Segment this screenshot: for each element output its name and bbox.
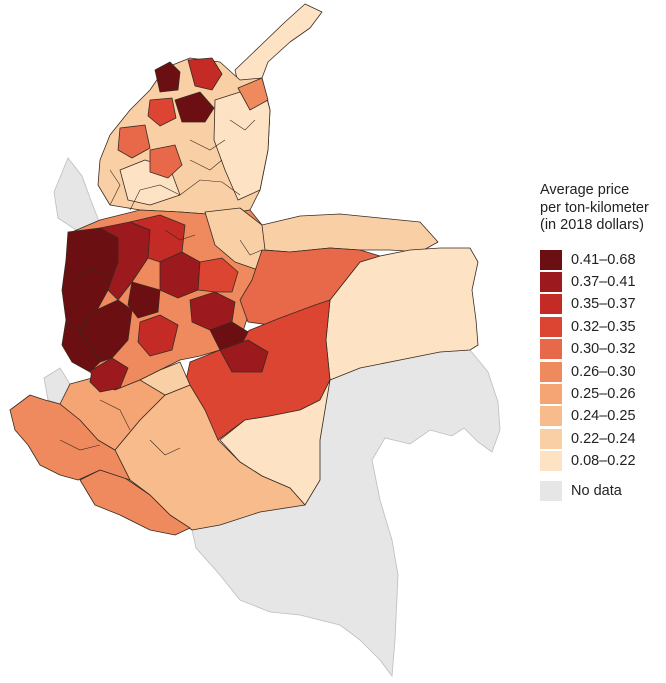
legend-label-1: 0.37–0.41	[571, 274, 636, 291]
region-cesar	[237, 77, 269, 111]
legend-swatch-1	[540, 272, 562, 293]
legend-swatch-9	[540, 451, 562, 472]
legend-label-8: 0.22–0.24	[571, 430, 636, 447]
region-huila	[139, 361, 191, 396]
legend-label-no-data: No data	[571, 483, 622, 500]
legend-item-2: 0.35–0.37	[540, 293, 666, 315]
region-meta-piedmont	[219, 339, 269, 373]
legend-title: Average price per ton-kilometer (in 2018…	[540, 182, 666, 235]
region-antioquia-north	[149, 144, 183, 179]
region-sucre	[147, 97, 177, 127]
legend-item-3: 0.32–0.35	[540, 316, 666, 338]
region-atlantico	[154, 61, 181, 93]
north-dark-regions	[117, 57, 269, 179]
legend-label-6: 0.25–0.26	[571, 386, 636, 403]
legend-title-line-1: Average price	[540, 182, 630, 198]
legend-item-8: 0.22–0.24	[540, 428, 666, 450]
region-antioquia-east	[159, 251, 201, 299]
legend-label-3: 0.32–0.35	[571, 318, 636, 335]
legend-label-7: 0.24–0.25	[571, 408, 636, 425]
legend-label-2: 0.35–0.37	[571, 296, 636, 313]
legend-item-4: 0.30–0.32	[540, 338, 666, 360]
high-price-regions	[61, 214, 269, 393]
region-caldas	[127, 281, 161, 319]
legend-label-5: 0.26–0.30	[571, 363, 636, 380]
region-arauca	[261, 213, 439, 253]
legend-item-7: 0.24–0.25	[540, 405, 666, 427]
no-data-regions	[43, 157, 501, 678]
region-tolima	[137, 314, 179, 357]
legend-class-list: 0.41–0.68 0.37–0.41 0.35–0.37 0.32–0.35 0.30…	[540, 249, 666, 473]
legend-swatch-0	[540, 249, 562, 270]
legend-item-no-data: No data	[540, 481, 666, 502]
region-magdalena-red	[187, 57, 223, 91]
region-bolivar-dark	[174, 91, 215, 123]
legend-swatch-7	[540, 406, 562, 427]
legend-swatch-4	[540, 339, 562, 360]
legend-swatch-6	[540, 384, 562, 405]
legend-title-line-3: (in 2018 dollars)	[540, 217, 644, 233]
legend-swatch-3	[540, 316, 562, 337]
region-guajira	[234, 3, 323, 93]
legend-swatch-2	[540, 294, 562, 315]
region-narino	[9, 394, 131, 481]
legend-title-line-2: per ton-kilometer	[540, 199, 649, 216]
legend-label-4: 0.30–0.32	[571, 341, 636, 358]
legend-swatch-8	[540, 428, 562, 449]
legend-item-1: 0.37–0.41	[540, 271, 666, 293]
internal-boundaries	[59, 119, 263, 456]
region-nodata-northwest	[53, 157, 101, 231]
region-bolivar-south	[117, 124, 151, 159]
legend-item-6: 0.25–0.26	[540, 383, 666, 405]
legend-item-0: 0.41–0.68	[540, 249, 666, 271]
legend-item-9: 0.08–0.22	[540, 450, 666, 472]
region-boyaca-1	[197, 257, 239, 293]
map-legend: Average price per ton-kilometer (in 2018…	[540, 182, 666, 502]
legend-swatch-no-data	[540, 481, 562, 502]
legend-label-0: 0.41–0.68	[571, 251, 636, 268]
region-valle-south	[89, 357, 129, 393]
legend-label-9: 0.08–0.22	[571, 453, 636, 470]
legend-item-5: 0.26–0.30	[540, 360, 666, 382]
legend-swatch-5	[540, 361, 562, 382]
